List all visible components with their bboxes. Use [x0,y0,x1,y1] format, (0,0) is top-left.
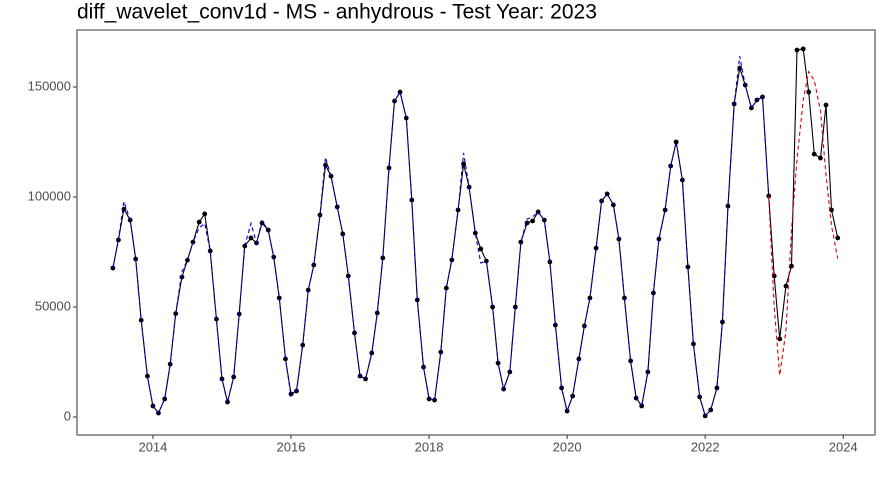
point [725,203,731,209]
point [196,219,202,225]
point [749,105,754,111]
point [323,162,328,168]
point [622,295,627,301]
point [823,102,829,108]
x-tick-label: 2020 [553,439,582,454]
point [305,287,311,293]
series-line [768,70,839,376]
point [374,310,380,316]
point [380,255,386,261]
point [518,239,524,245]
point [300,342,306,348]
point [214,316,219,322]
point [426,396,432,402]
panel-border [76,29,876,436]
point [202,211,208,217]
point [818,155,823,161]
point [403,115,409,121]
point [167,361,173,367]
y-tick-label: 150000 [28,78,71,93]
point [576,356,582,362]
point [777,336,783,342]
point [276,295,282,301]
point [593,245,599,251]
point [789,263,794,269]
point [794,47,800,53]
chart-title: diff_wavelet_conv1d - MS - anhydrous - T… [77,1,597,24]
point [691,341,696,347]
point [564,408,570,414]
point [478,246,484,252]
series-line [112,56,770,417]
point [207,248,213,254]
point [835,235,841,241]
point [559,385,564,391]
x-tick-label: 2022 [691,439,720,454]
point [662,207,668,213]
point [645,369,651,375]
x-tick-label: 2024 [829,439,858,454]
point [800,46,806,52]
point [432,397,437,403]
x-tick-label: 2014 [138,439,167,454]
point [414,297,420,303]
point [490,304,495,310]
point [438,349,444,355]
point [138,317,144,323]
point [185,257,190,263]
point [283,356,288,362]
x-tick-label: 2018 [415,439,444,454]
point [225,399,230,405]
point [190,239,196,245]
point [829,207,834,213]
point [651,290,656,296]
point [248,235,254,241]
point [162,396,168,402]
point [386,165,392,171]
x-tick-label: 2016 [277,439,306,454]
point [714,385,720,391]
point [530,218,536,224]
point [145,373,150,379]
point [811,151,817,157]
point [685,264,691,270]
point [656,236,662,242]
point [449,257,455,263]
point [472,230,478,236]
point [783,283,789,289]
y-tick-label: 100000 [28,188,71,203]
point [673,139,679,145]
point [443,285,449,291]
y-tick-label: 50000 [35,298,71,313]
point [495,360,501,366]
y-tick-label: 0 [64,408,71,423]
point [806,89,812,95]
point [340,231,346,237]
point [179,274,185,280]
point [628,358,634,364]
